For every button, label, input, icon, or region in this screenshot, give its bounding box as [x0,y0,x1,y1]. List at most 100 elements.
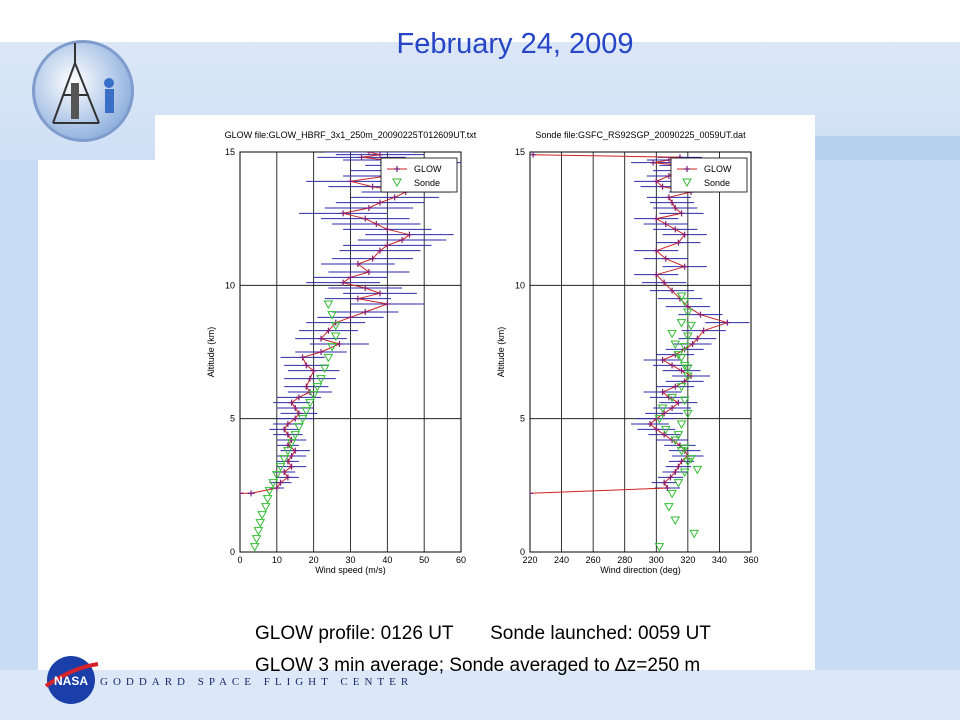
glow-point [281,469,288,475]
x-tick-label: 40 [382,555,392,565]
right-band [815,160,960,670]
glow-point [391,194,398,201]
glow-point [292,405,299,411]
glow-point [306,375,313,382]
glow-point [248,490,255,497]
legend-box [670,157,748,193]
sonde-point [676,292,687,302]
chart-title: GLOW file:GLOW_HBRF_3x1_250m_20090225T01… [225,130,477,140]
glow-point [347,274,354,281]
glow-point [675,463,682,470]
glow-point [678,210,685,217]
sonde-point [268,479,279,488]
glow-point [678,367,685,374]
sonde-point [319,364,330,374]
glow-point [365,152,372,155]
glow-point [530,152,537,158]
x-tick-label: 320 [680,555,695,565]
x-tick-label: 340 [712,555,727,565]
sonde-point [682,332,693,342]
glow-point [724,319,731,326]
y-tick-label: 0 [520,547,525,557]
caption-line-1: GLOW profile: 0126 UT Sonde launched: 00… [255,623,711,644]
glow-point [659,389,666,395]
glow-point [384,301,391,307]
x-tick-label: 0 [237,555,242,565]
sonde-point [654,415,665,424]
x-tick-label: 240 [554,555,569,565]
glow-point [672,469,679,475]
glow-point [653,178,660,185]
glow-point [384,242,391,249]
glow-point [354,261,361,267]
sonde-point [297,415,308,424]
glow-point [362,285,369,291]
sonde-point [249,543,260,552]
glow-point [318,335,325,342]
sonde-point [255,519,266,528]
x-tick-label: 20 [309,555,319,565]
glow-point [669,287,676,294]
sonde-point [262,495,273,504]
glow-point [653,215,660,222]
sonde-point [682,409,693,419]
glow-point [675,239,682,246]
glow-point [662,255,669,262]
footer-band [0,670,960,720]
glow-point [240,490,243,497]
sonde-point [260,503,271,512]
glow-point [358,154,365,161]
glow-point [292,447,299,454]
legend-glow-marker [684,166,690,172]
glow-point [694,335,701,342]
glow-point [672,205,679,211]
glow-point [653,426,660,433]
sonde-point [673,431,684,440]
glow-point [669,199,676,206]
sonde-point [301,407,312,416]
x-tick-label: 280 [617,555,632,565]
x-tick-label: 300 [649,555,664,565]
sonde-point [679,343,690,352]
glow-point [653,247,660,254]
sonde-point [316,375,326,384]
glow-point [303,362,310,369]
footer-text: GODDARD SPACE FLIGHT CENTER [100,676,414,688]
glow-point [650,159,657,166]
delta-symbol: ∆ [615,655,627,676]
legend-label-glow: GLOW [704,164,732,174]
sonde-point [290,431,301,440]
glow-point [362,309,369,315]
glow-point [669,362,676,369]
sonde-point [312,383,323,392]
nasa-meatball-icon: NASA [44,656,99,704]
glow-point [661,431,668,438]
glow-point [369,183,376,190]
y-axis-label: Altitude (km) [206,327,216,378]
sonde-point [689,529,700,539]
x-tick-label: 220 [522,555,537,565]
sonde-point [676,319,687,328]
glow-point [659,183,666,190]
legend-box [380,157,458,193]
glow-point [284,431,291,438]
glow-point [369,255,376,262]
glow-point [362,215,369,222]
glow-point [681,263,688,270]
sonde-point [676,383,687,392]
sonde-point [682,364,693,374]
sonde-point [686,321,696,331]
glow-point [646,421,653,427]
glow-point [669,405,676,411]
x-axis-label: Wind speed (m/s) [315,565,386,575]
glow-point [273,485,280,491]
legend-label-sonde: Sonde [704,178,730,188]
nasa-logo: NASA [42,654,100,706]
glow-point [284,458,291,465]
glow-point [303,383,310,390]
glow-point [406,231,413,238]
x-tick-label: 360 [743,555,758,565]
sonde-point [308,391,319,400]
sonde-point [323,353,334,363]
sonde-point [667,393,677,403]
